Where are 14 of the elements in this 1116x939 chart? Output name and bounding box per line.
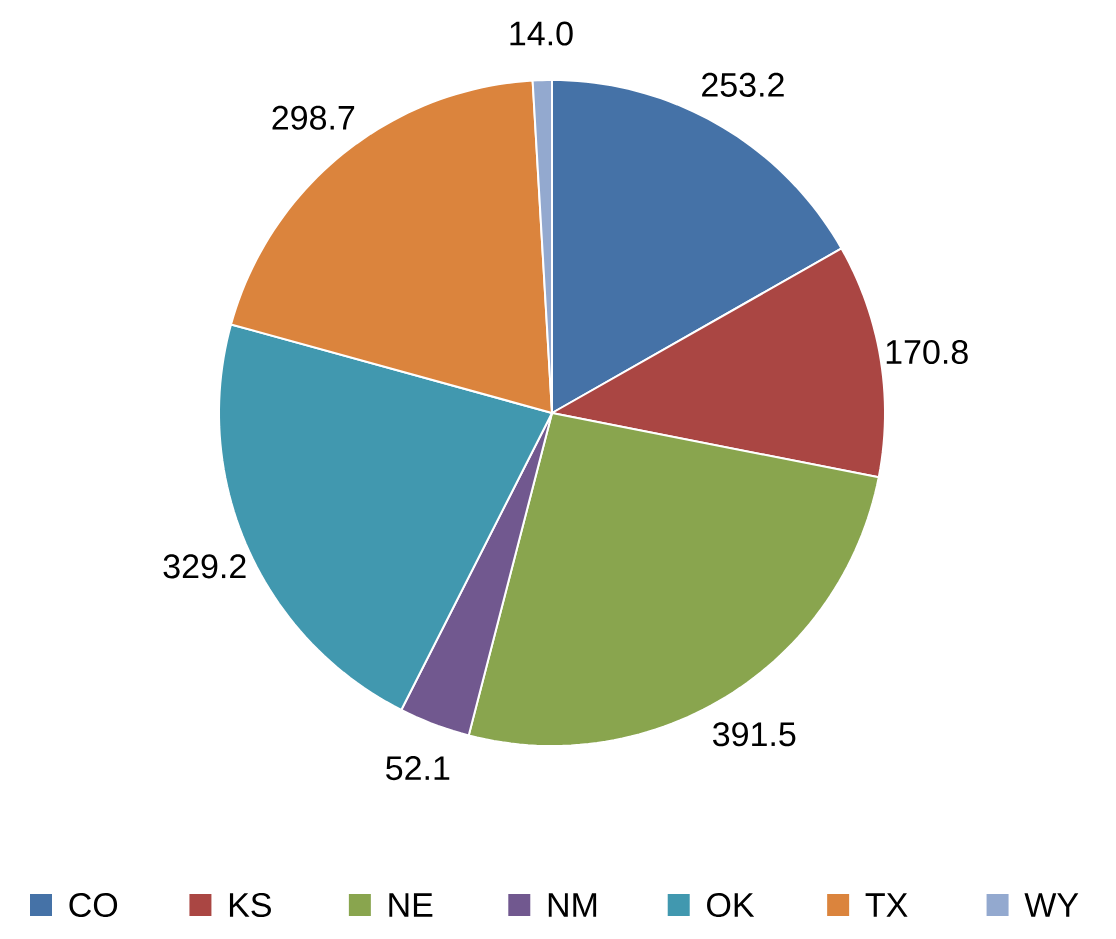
data-label: 253.2 (702, 72, 784, 97)
data-label: 391.5 (713, 722, 796, 747)
legend-label: NE (389, 893, 433, 917)
legend-label: OK (707, 892, 755, 918)
legend-label: TX (865, 893, 908, 917)
data-label: 170.8 (886, 339, 968, 365)
legend-label: KS (229, 892, 271, 918)
data-label: 329.2 (163, 554, 246, 579)
data-label: 298.7 (272, 105, 355, 130)
data-label: 52.1 (386, 756, 450, 781)
legend-label: NM (548, 893, 597, 917)
legend-label: CO (69, 892, 118, 918)
data-label: 14.0 (510, 21, 573, 46)
legend-label: WY (1024, 893, 1079, 917)
